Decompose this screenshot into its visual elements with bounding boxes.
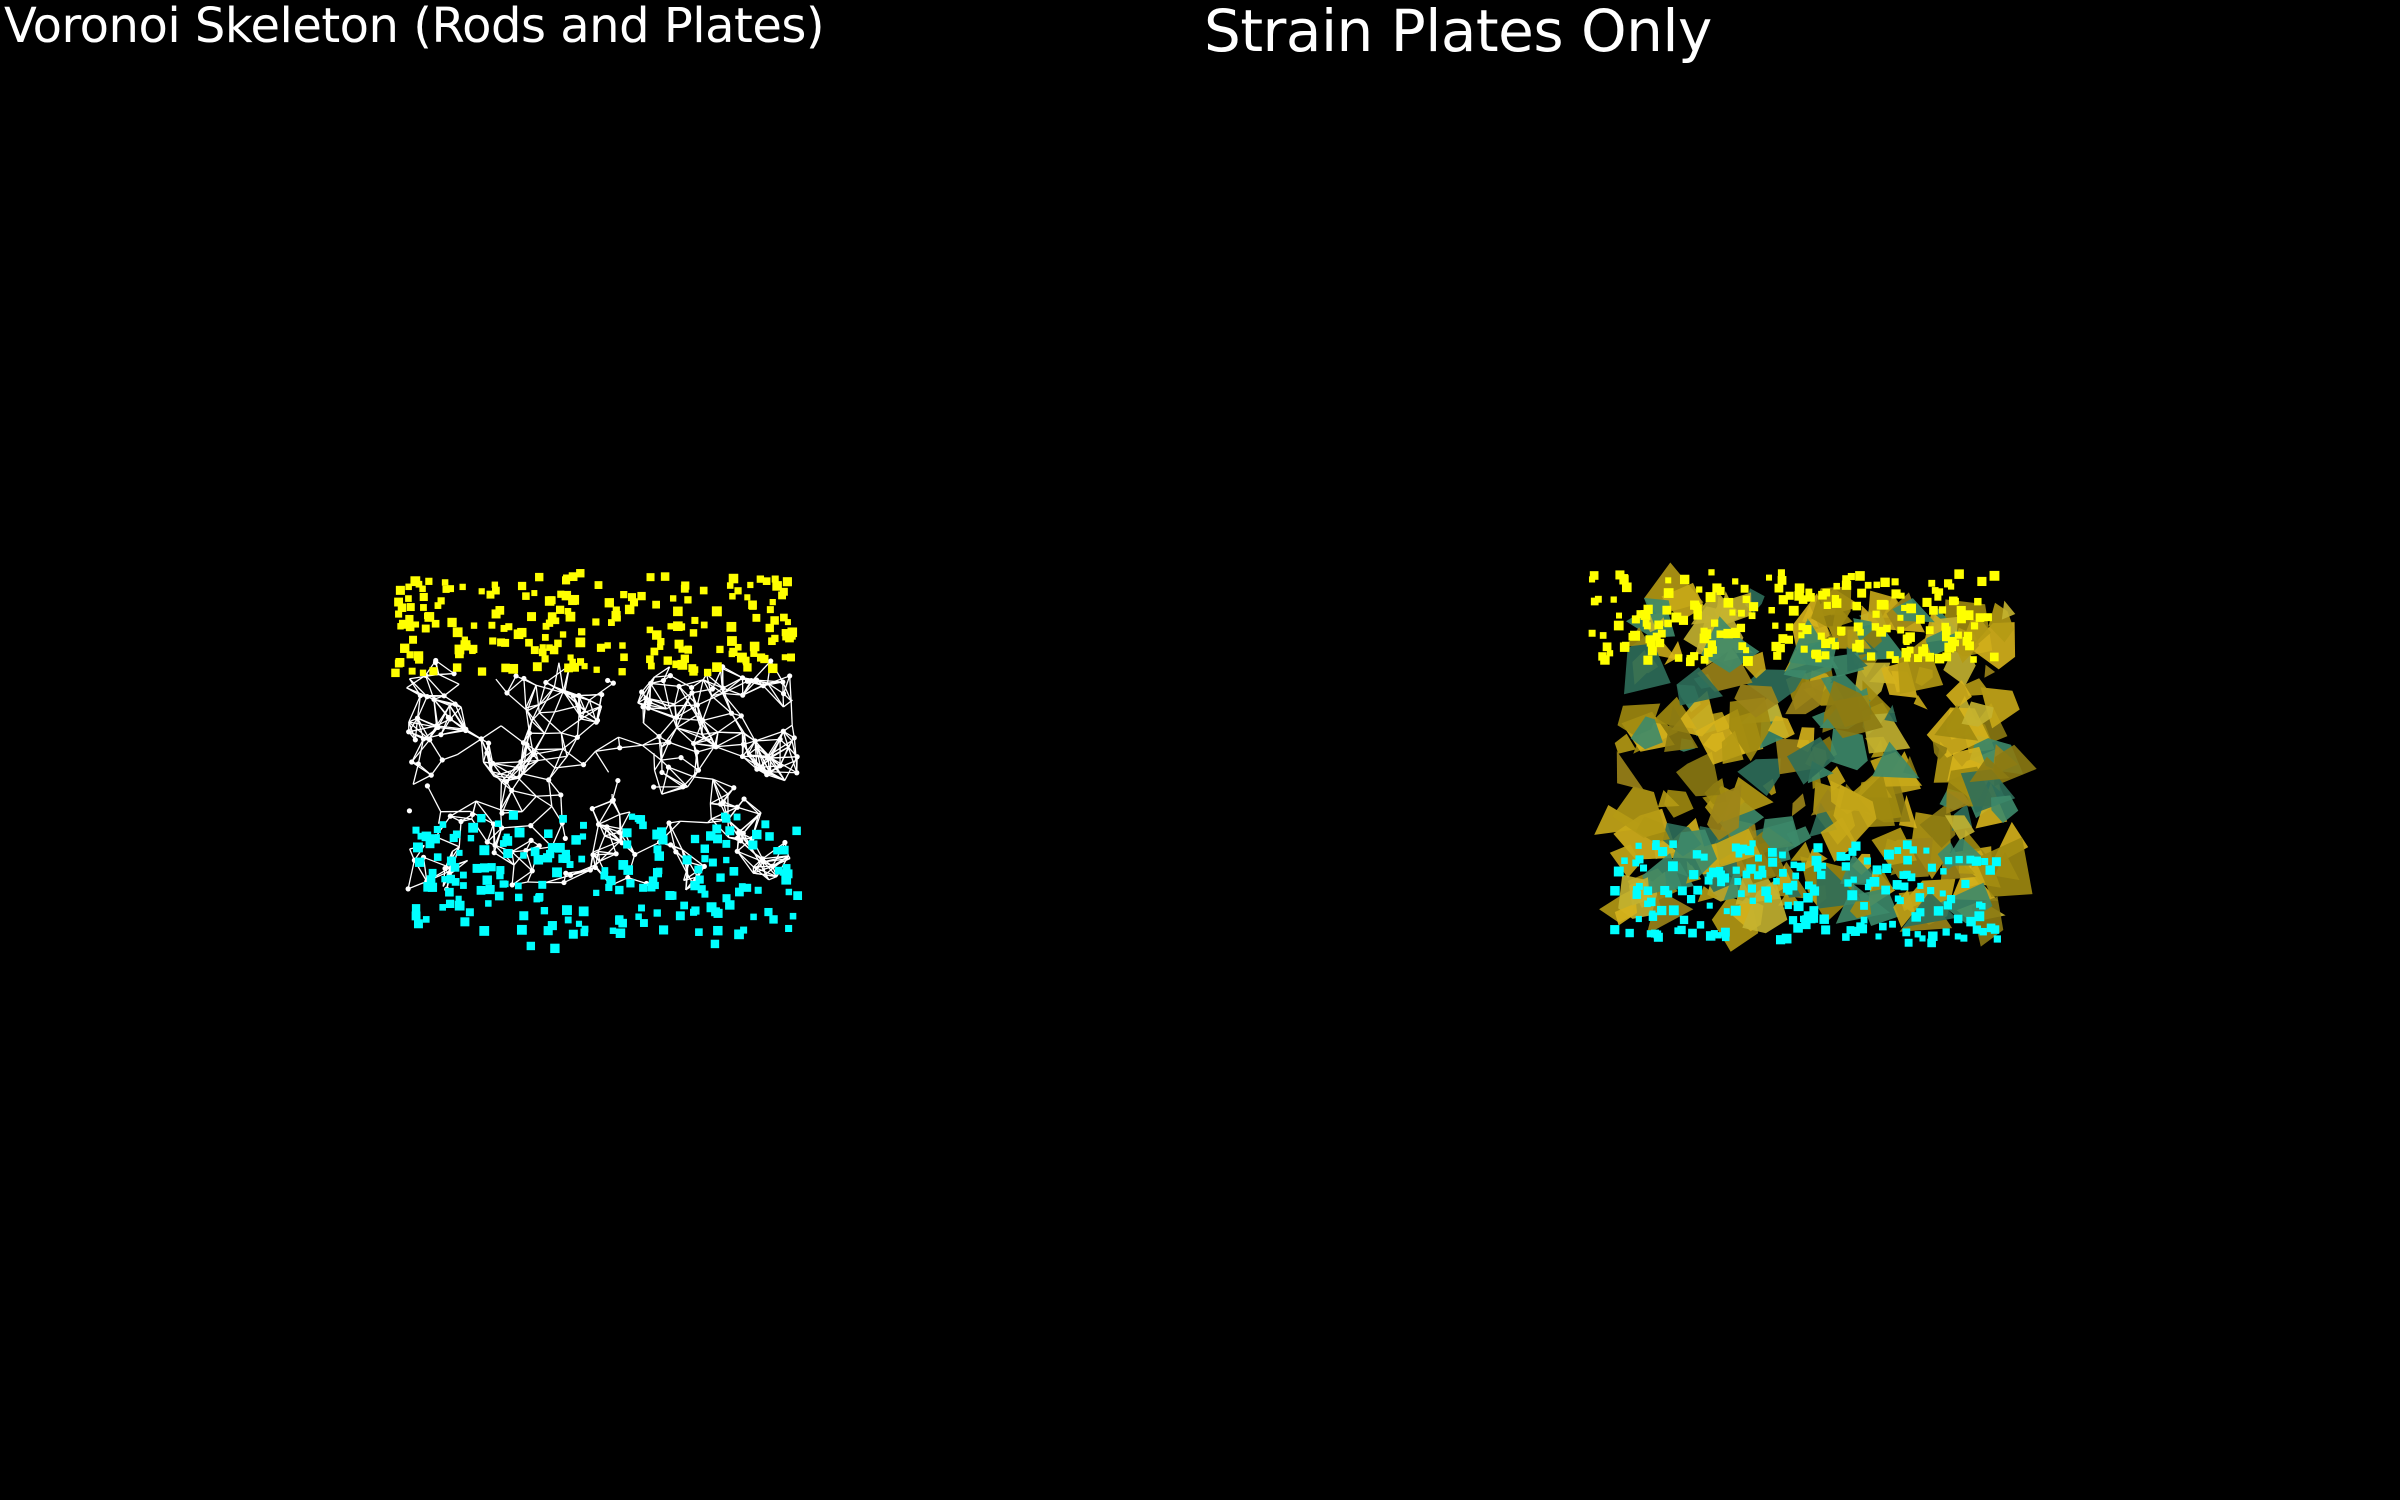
bottom-boundary-nodes xyxy=(1610,840,2001,948)
strain-plates-render[interactable] xyxy=(1200,0,2400,1500)
left-viewport[interactable]: Voronoi Skeleton (Rods and Plates) xyxy=(0,0,1200,1500)
skeleton-rods xyxy=(406,659,798,891)
voronoi-skeleton-render[interactable] xyxy=(0,0,1200,1500)
right-viewport[interactable]: Strain Plates Only xyxy=(1200,0,2400,1500)
top-boundary-nodes xyxy=(391,569,798,678)
left-viewport-title: Voronoi Skeleton (Rods and Plates) xyxy=(4,0,825,54)
strain-plates xyxy=(1594,562,2037,952)
skeleton-nodes xyxy=(405,657,800,892)
bottom-boundary-nodes xyxy=(411,810,803,954)
right-viewport-title: Strain Plates Only xyxy=(1204,0,1712,65)
top-boundary-nodes xyxy=(1588,569,2000,667)
